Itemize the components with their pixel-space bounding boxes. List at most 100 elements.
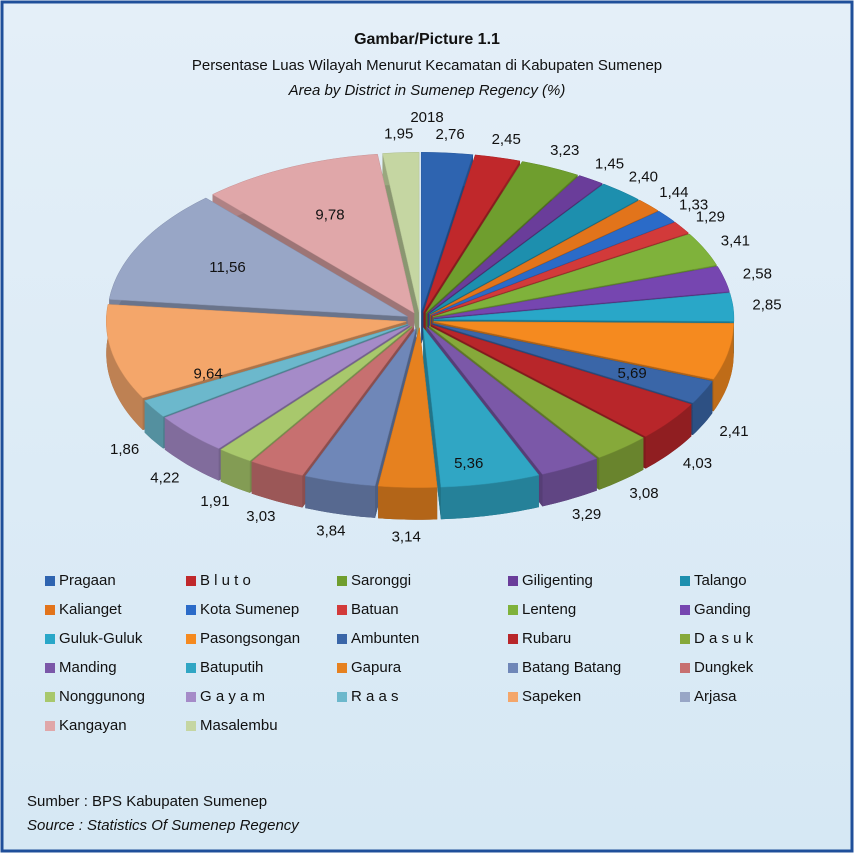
legend-swatch <box>680 663 690 673</box>
legend-swatch <box>337 663 347 673</box>
legend-swatch <box>186 692 196 702</box>
data-label: 2,76 <box>435 126 464 143</box>
data-label: 9,64 <box>193 365 222 382</box>
pie: 2,76 2,45 3,23 1,45 2,401,441,331,29 3,41 2,58… <box>106 126 782 545</box>
slice-side <box>378 486 438 520</box>
legend-swatch <box>337 692 347 702</box>
slice-side <box>220 449 250 493</box>
legend-label: Batuputih <box>200 659 263 676</box>
legend-label: Nonggunong <box>59 688 145 705</box>
data-label: 1,29 <box>696 209 725 226</box>
legend-label: Arjasa <box>694 688 737 705</box>
slice-side <box>144 400 164 449</box>
data-label: 5,36 <box>454 455 483 472</box>
legend-label: Guluk-Guluk <box>59 630 143 647</box>
legend-swatch <box>45 605 55 615</box>
legend-label: Kalianget <box>59 601 122 618</box>
legend-label: G a y a m <box>200 688 265 705</box>
legend-swatch <box>508 576 518 586</box>
data-label: 1,91 <box>200 493 229 510</box>
legend-swatch <box>337 605 347 615</box>
legend-label: B l u t o <box>200 572 251 589</box>
data-label: 2,45 <box>492 131 521 148</box>
data-label: 3,84 <box>316 522 345 539</box>
slice <box>432 323 713 404</box>
slice <box>432 233 718 317</box>
data-label: 1,45 <box>595 155 624 172</box>
slice-side <box>692 381 713 435</box>
legend-label: Manding <box>59 659 117 676</box>
slice <box>431 221 690 316</box>
slice-side <box>305 476 376 518</box>
legend-label: Batuan <box>351 601 399 618</box>
legend-label: Gapura <box>351 659 402 676</box>
data-label: 4,22 <box>150 469 179 486</box>
legend-label: Kangayan <box>59 717 127 734</box>
data-label: 1,86 <box>110 441 139 458</box>
legend-swatch <box>45 692 55 702</box>
legend-swatch <box>680 605 690 615</box>
legend-swatch <box>337 576 347 586</box>
slice-side <box>599 437 644 490</box>
legend-swatch <box>508 663 518 673</box>
slice-side <box>106 304 143 430</box>
slice <box>220 326 412 462</box>
subtitle: Persentase Luas Wilayah Menurut Kecamata… <box>192 57 662 74</box>
data-label: 9,78 <box>315 206 344 223</box>
legend-label: Ambunten <box>351 630 419 647</box>
data-label: 4,03 <box>683 455 712 472</box>
year: 2018 <box>410 109 443 126</box>
legend-label: Dungkek <box>694 659 754 676</box>
legend-label: Saronggi <box>351 572 411 589</box>
legend-swatch <box>186 605 196 615</box>
slice <box>377 327 438 488</box>
slice <box>422 326 540 488</box>
source: Sumber : BPS Kabupaten Sumenep <box>27 793 267 810</box>
data-label: 1,95 <box>384 126 413 143</box>
legend-swatch <box>680 634 690 644</box>
slice-side <box>645 404 692 469</box>
data-label: 2,85 <box>752 297 781 314</box>
legend-swatch <box>508 692 518 702</box>
slice <box>108 197 408 317</box>
slice <box>251 326 414 476</box>
legend-swatch <box>186 663 196 673</box>
legend-swatch <box>508 605 518 615</box>
data-label: 3,03 <box>246 508 275 525</box>
data-label: 2,41 <box>719 423 748 440</box>
legend-label: R a a s <box>351 688 399 705</box>
slice <box>211 153 415 314</box>
legend-swatch <box>508 634 518 644</box>
slice <box>164 325 410 449</box>
slice <box>431 324 692 437</box>
legend-label: Talango <box>694 572 747 589</box>
subtitle-en: Area by District in Sumenep Regency (%) <box>288 82 566 99</box>
legend-swatch <box>45 634 55 644</box>
legend-label: D a s u k <box>694 630 754 647</box>
data-label: 2,58 <box>743 265 772 282</box>
chart-title: Gambar/Picture 1.1 <box>354 31 500 48</box>
data-label: 1,33 <box>679 196 708 213</box>
legend-label: Sapeken <box>522 688 581 705</box>
data-label: 2,40 <box>629 169 658 186</box>
legend-label: Lenteng <box>522 601 576 618</box>
slice <box>433 321 734 380</box>
slice-side <box>251 461 303 508</box>
data-label: 11,56 <box>209 259 245 276</box>
slice <box>144 323 409 417</box>
legend-swatch <box>680 576 690 586</box>
slice <box>382 152 420 313</box>
data-label: 3,08 <box>629 485 658 502</box>
slice-side <box>713 323 734 412</box>
data-label: 3,29 <box>572 506 601 523</box>
legend-swatch <box>186 634 196 644</box>
legend-label: Ganding <box>694 601 751 618</box>
slice <box>304 327 417 487</box>
slice <box>423 154 521 313</box>
slice <box>427 175 603 314</box>
legend-swatch <box>186 721 196 731</box>
legend-swatch <box>45 721 55 731</box>
slice <box>428 183 639 315</box>
source-en: Source : Statistics Of Sumenep Regency <box>27 817 300 834</box>
